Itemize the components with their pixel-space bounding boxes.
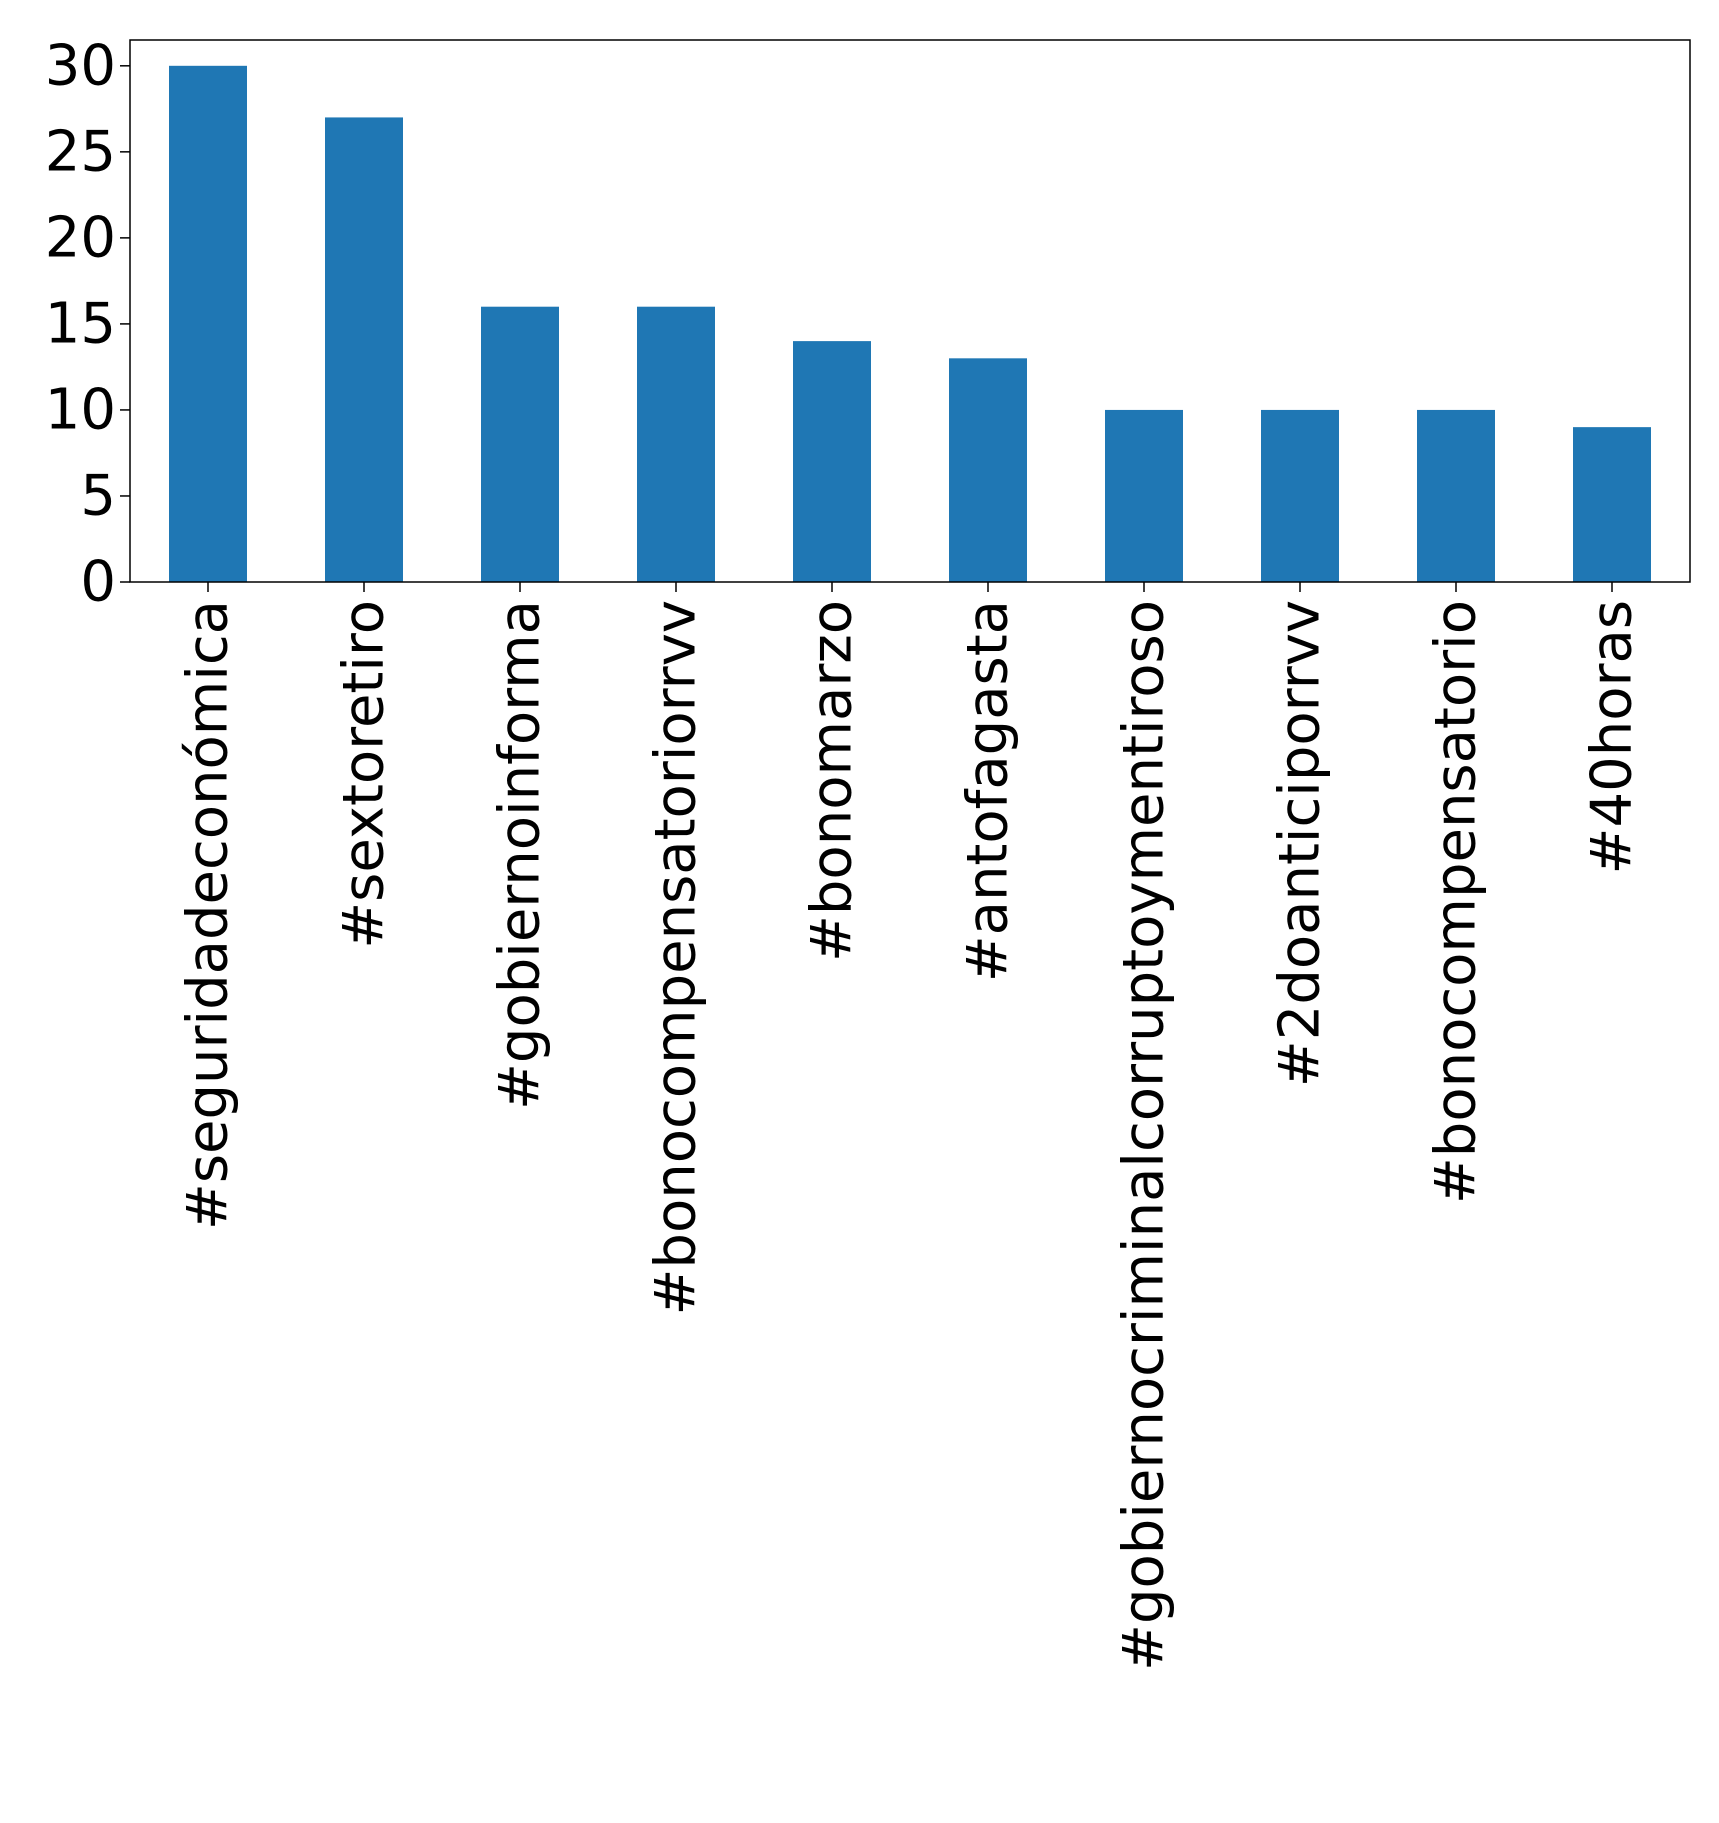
y-tick-label: 5: [80, 463, 116, 528]
bars-group: [169, 65, 1651, 583]
y-tick-label: 15: [45, 291, 116, 356]
bar: [481, 306, 559, 582]
x-tick-label: #sextoretiro: [332, 600, 397, 949]
bar: [949, 358, 1027, 582]
bar: [793, 341, 871, 582]
x-axis-ticks: #seguridadeconómica #sextoretiro #gobierno…: [176, 582, 1645, 1671]
y-tick-label: 10: [45, 377, 116, 442]
bar: [1261, 409, 1339, 582]
bar: [1105, 409, 1183, 582]
y-axis-ticks: 0 5 10 15 20 25 30: [45, 33, 130, 615]
bar: [637, 306, 715, 582]
x-tick-label: #40horas: [1580, 600, 1645, 874]
x-tick-label: #bonocompensatoriorrvv: [644, 600, 709, 1315]
bar: [169, 65, 247, 583]
bar: [1573, 427, 1651, 582]
x-tick-label: #gobiernoinforma: [488, 600, 553, 1110]
x-tick-label: #2doanticiporrvv: [1268, 600, 1333, 1087]
y-tick-label: 25: [45, 119, 116, 184]
y-tick-label: 30: [45, 33, 116, 98]
y-tick-label: 20: [45, 205, 116, 270]
x-tick-label: #seguridadeconómica: [176, 600, 241, 1230]
plot-area-frame: [129, 39, 1691, 583]
x-tick-label: #antofagasta: [956, 600, 1021, 982]
x-tick-label: #gobiernocriminalcorruptoymentiroso: [1112, 600, 1177, 1671]
x-tick-label: #bonomarzo: [800, 600, 865, 962]
bar: [325, 117, 403, 582]
y-tick-label: 0: [80, 550, 116, 615]
x-tick-label: #bonocompensatorio: [1424, 600, 1489, 1204]
bar: [1417, 409, 1495, 582]
